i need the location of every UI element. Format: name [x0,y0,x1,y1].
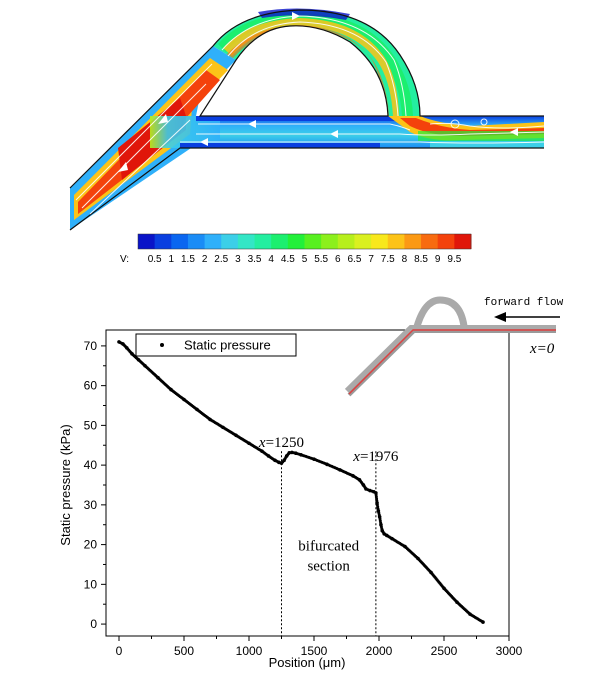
y-tick-label: 10 [84,577,98,591]
y-tick-label: 40 [84,458,98,472]
x-tick-label: 1500 [301,644,328,658]
inset-lower-channel [347,329,556,397]
colorbar-tick-label: 1 [169,254,175,265]
legend-box [135,333,297,357]
y-axis-ticks: 0 10 20 30 40 50 60 70 [84,339,106,631]
position-annotation: x=1250 [258,435,304,451]
x-tick-label: 1000 [236,644,263,658]
colorbar-tick-label: 3.5 [248,254,262,265]
legend-label: Static pressure [184,338,271,353]
legend: Static pressure [135,333,297,357]
colorbar-swatch [337,234,355,249]
colorbar-tick-label: 2 [202,254,208,265]
y-tick-label: 20 [84,538,98,552]
colorbar-swatch [287,234,305,249]
colorbar-tick-label: 0.5 [148,254,162,265]
data-points [117,340,485,624]
velocity-contour-figure: 0.5 1 1.5 2 2.5 3 3.5 4 4.5 5 5.5 6 6.5 7 7.5 8 8.5 9 9.5 … [69,8,545,265]
chart-annotations: x=1250 x=1976 bifurcated section [258,435,399,574]
colorbar-tick-label: 1.5 [181,254,195,265]
plot-frame [105,329,510,637]
colorbar-swatch [304,234,322,249]
inset-schematic: forward flow x=0 [344,296,564,397]
data-point [481,620,485,624]
x-tick-label: 500 [174,644,194,658]
section-annotation: bifurcated [298,539,359,555]
colorbar-swatch [154,234,172,249]
colorbar-tick-label: 7 [368,254,374,265]
forward-flow-label: forward flow [484,297,564,309]
colorbar-swatch [221,234,239,249]
colorbar-swatch [171,234,189,249]
channel-walls [69,9,544,231]
y-axis-title: Static pressure (kPa) [58,424,73,545]
colorbar-tick-label: 6 [335,254,341,265]
colorbar-tick-label: 5.5 [314,254,328,265]
colorbar-tick-label: 3 [235,254,241,265]
colorbar-tick-label: 7.5 [381,254,395,265]
y-tick-label: 60 [84,379,98,393]
colorbar-tick-label: 4.5 [281,254,295,265]
colorbar-tick-label: 4 [268,254,274,265]
position-annotation: x=1976 [352,449,399,465]
x-axis-title: Position (μm) [269,655,346,670]
x-tick-label: 2500 [431,644,458,658]
x-tick-label: 0 [116,644,123,658]
colorbar-tick-label: 9 [435,254,441,265]
colorbar-swatch [138,234,156,249]
forward-flow-arrowhead [494,312,506,322]
x-tick-label: 2000 [366,644,393,658]
velocity-colorbar: 0.5 1 1.5 2 2.5 3 3.5 4 4.5 5 5.5 6 6.5 7 7.5 8 8.5 9 9.5 [137,233,472,265]
streamlines [75,15,545,215]
colorbar-swatch [354,234,372,249]
colorbar-tick-label: 6.5 [347,254,361,265]
y-tick-label: 70 [84,339,98,353]
colorbar-swatch [254,234,272,249]
colorbar-tick-label: 8 [402,254,408,265]
colorbar-tick-label: 2.5 [214,254,228,265]
y-tick-label: 50 [84,418,98,432]
static-pressure-chart: 0 500 1000 1500 2000 2500 3000 0 10 20 30 40 50 60 70… [58,296,564,670]
colorbar-outline [137,233,472,250]
dashed-section-lines [281,451,377,636]
colorbar-tick-label: 9.5 [447,254,461,265]
colorbar-swatch [437,234,455,249]
colorbar-swatch [421,234,439,249]
y-tick-label: 0 [90,617,97,631]
section-annotation: section [307,558,350,574]
colorbar-swatch [237,234,256,249]
origin-label: x=0 [529,341,555,357]
colorbar-swatch [321,234,339,249]
colorbar-swatch [204,234,222,249]
inset-red-line [348,329,556,395]
inset-arch [412,296,468,331]
colorbar-swatch [387,234,405,249]
colorbar-tick-label: 5 [302,254,308,265]
colorbar-swatch [371,234,389,249]
x-tick-label: 3000 [496,644,523,658]
legend-marker [160,343,164,347]
colorbar-swatch [271,234,289,249]
inset-upper-channel [344,325,556,394]
colorbar-tick-label: 8.5 [414,254,428,265]
x-axis-ticks: 0 500 1000 1500 2000 2500 3000 [116,636,523,658]
colorbar-swatch [454,234,472,249]
colorbar-prefix: V: [120,254,129,265]
colorbar-swatch [187,234,206,249]
y-tick-label: 30 [84,498,98,512]
flow-arrows [118,12,518,172]
colorbar-swatch [404,234,422,249]
